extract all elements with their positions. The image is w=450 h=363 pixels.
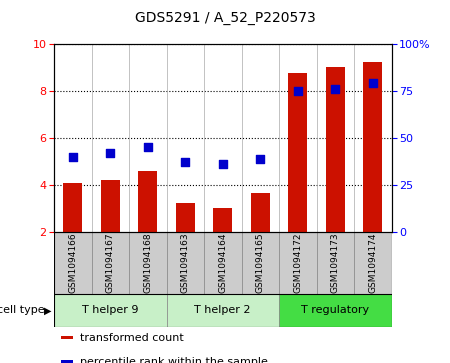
Point <box>256 156 264 162</box>
Text: GSM1094172: GSM1094172 <box>293 233 302 293</box>
Bar <box>279 294 392 327</box>
Bar <box>279 232 316 294</box>
Bar <box>176 203 194 232</box>
Point <box>219 162 226 167</box>
Text: T regulatory: T regulatory <box>301 305 369 315</box>
Text: GSM1094165: GSM1094165 <box>256 233 265 294</box>
Bar <box>54 232 91 294</box>
Bar <box>54 294 166 327</box>
Bar <box>61 336 73 339</box>
Text: T helper 2: T helper 2 <box>194 305 251 315</box>
Bar <box>166 294 279 327</box>
Text: GSM1094164: GSM1094164 <box>218 233 227 293</box>
Text: percentile rank within the sample: percentile rank within the sample <box>80 356 267 363</box>
Bar <box>139 171 157 232</box>
Point <box>69 154 76 160</box>
Point <box>107 150 114 156</box>
Point <box>294 88 302 94</box>
Bar <box>204 232 242 294</box>
Text: transformed count: transformed count <box>80 333 184 343</box>
Text: ▶: ▶ <box>44 305 52 315</box>
Bar <box>213 208 232 232</box>
Bar <box>91 232 129 294</box>
Text: GSM1094174: GSM1094174 <box>368 233 377 293</box>
Bar <box>101 180 120 232</box>
Text: cell type: cell type <box>0 305 45 315</box>
Bar <box>364 62 382 232</box>
Bar <box>129 232 166 294</box>
Bar <box>288 73 307 232</box>
Bar <box>326 67 345 232</box>
Bar <box>61 360 73 363</box>
Text: GSM1094173: GSM1094173 <box>331 233 340 294</box>
Text: GSM1094167: GSM1094167 <box>106 233 115 294</box>
Point <box>369 80 376 86</box>
Point <box>144 144 151 150</box>
Text: GDS5291 / A_52_P220573: GDS5291 / A_52_P220573 <box>135 11 315 25</box>
Bar <box>354 232 392 294</box>
Bar <box>63 183 82 232</box>
Text: T helper 9: T helper 9 <box>82 305 139 315</box>
Point <box>332 86 339 92</box>
Bar <box>166 232 204 294</box>
Text: GSM1094166: GSM1094166 <box>68 233 77 294</box>
Point <box>182 160 189 166</box>
Text: GSM1094168: GSM1094168 <box>143 233 152 294</box>
Bar <box>251 193 270 232</box>
Text: GSM1094163: GSM1094163 <box>181 233 190 294</box>
Bar <box>316 232 354 294</box>
Bar <box>242 232 279 294</box>
